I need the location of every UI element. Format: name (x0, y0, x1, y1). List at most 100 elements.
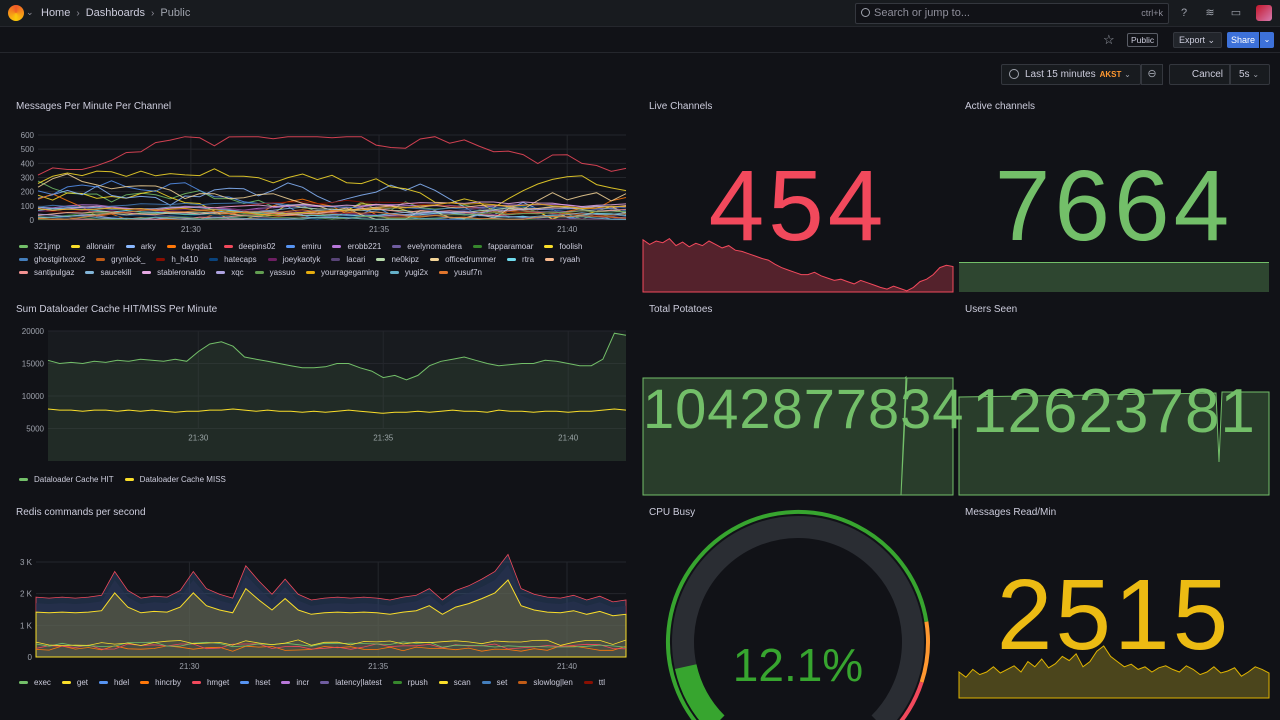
redis-timeseries-chart[interactable]: 3 K 2 K 1 K 0 21:30 21:35 21:40 (16, 538, 628, 688)
export-button[interactable]: Export ⌄ (1173, 32, 1222, 48)
legend-item[interactable]: yusuf7n (438, 268, 482, 277)
gauge-threshold-red (899, 681, 924, 720)
legend-item[interactable]: hincrby (140, 678, 181, 687)
legend-swatch (430, 258, 440, 261)
chevron-right-icon: › (76, 7, 80, 19)
legend-item[interactable]: deepins02 (223, 242, 275, 251)
chevron-down-icon[interactable]: ⌄ (26, 7, 34, 17)
legend-item[interactable]: h_h410 (156, 255, 198, 264)
messages-timeseries-chart[interactable]: 600 500 400 300 200 100 0 21:30 21:35 21:40 (16, 129, 628, 279)
legend-item[interactable]: santipulgaz (19, 268, 74, 277)
refresh-interval-picker[interactable]: 5s ⌄ (1230, 64, 1270, 85)
legend-item[interactable]: emiru (286, 242, 321, 251)
legend-item[interactable]: ne0kipz (376, 255, 419, 264)
legend-item[interactable]: ttl (583, 678, 605, 687)
panel-title[interactable]: Sum Dataloader Cache HIT/MISS Per Minute (16, 304, 218, 315)
legend-label: erobb221 (347, 242, 382, 251)
legend-item[interactable]: exec (19, 678, 51, 687)
panel-messages: Messages Per Minute Per Channel 600 500 40… (16, 94, 628, 290)
legend-item[interactable]: lacari (331, 255, 365, 264)
legend-item[interactable]: stableronaldo (142, 268, 205, 277)
legend-item[interactable]: 321jmp (19, 242, 60, 251)
legend-item[interactable]: set (481, 678, 507, 687)
series-line (35, 639, 627, 647)
panel-title[interactable]: Users Seen (965, 304, 1018, 315)
legend-label: get (76, 678, 89, 687)
legend-swatch (331, 258, 341, 261)
legend-item[interactable]: Dataloader Cache HIT (19, 475, 114, 484)
share-button[interactable]: Share (1227, 32, 1259, 48)
legend-item[interactable]: erobb221 (332, 242, 381, 251)
panel-title[interactable]: CPU Busy (649, 507, 696, 518)
panel-title[interactable]: Redis commands per second (16, 507, 146, 518)
breadcrumb-dashboards[interactable]: Dashboards (85, 7, 146, 19)
legend-item[interactable]: joeykaotyk (267, 255, 320, 264)
panel-title[interactable]: Total Potatoes (649, 304, 713, 315)
breadcrumb-home[interactable]: Home (41, 7, 71, 19)
legend-item[interactable]: foolish (544, 242, 582, 251)
chevron-right-icon: › (151, 7, 155, 19)
legend-item[interactable]: evelynomadera (392, 242, 462, 251)
legend-item[interactable]: ghostgirlxoxx2 (19, 255, 85, 264)
legend-item[interactable]: allonairr (71, 242, 115, 251)
legend-swatch (156, 258, 166, 261)
legend-item[interactable]: scan (438, 678, 471, 687)
rss-news-icon[interactable]: ≋ (1205, 7, 1215, 19)
avatar[interactable] (1256, 5, 1272, 21)
legend-item[interactable]: hmget (191, 678, 229, 687)
panel-title[interactable]: Live Channels (649, 101, 713, 112)
legend-item[interactable]: fapparamoar (473, 242, 533, 251)
legend-label: stableronaldo (157, 268, 206, 277)
y-tick-label: 0 (28, 653, 33, 662)
legend-swatch (583, 681, 593, 684)
series-area (48, 333, 626, 461)
legend-item[interactable]: saucekill (85, 268, 131, 277)
legend-item[interactable]: dayqda1 (166, 242, 213, 251)
legend-item[interactable]: Dataloader Cache MISS (124, 475, 226, 484)
refresh-interval-label: 5s (1239, 69, 1250, 80)
star-icon[interactable]: ☆ (1103, 32, 1115, 47)
legend-item[interactable]: xqc (216, 268, 244, 277)
legend-item[interactable]: rpush (392, 678, 428, 687)
panel-messages-read: Messages Read/Min 2515 (958, 500, 1270, 700)
legend-item[interactable]: yassuo (254, 268, 295, 277)
dataloader-timeseries-chart[interactable]: 20000 15000 10000 5000 21:30 21:35 21:40 (16, 325, 628, 475)
cancel-button[interactable]: Cancel (1169, 64, 1230, 85)
share-dropdown-button[interactable]: ⌄ (1260, 32, 1274, 48)
search-input[interactable]: Search or jump to... ctrl+k (855, 3, 1169, 24)
panel-title[interactable]: Messages Read/Min (965, 507, 1057, 518)
panel-title[interactable]: Messages Per Minute Per Channel (16, 101, 172, 112)
search-icon (861, 8, 870, 17)
legend-item[interactable]: latency|latest (320, 678, 382, 687)
legend-item[interactable]: hatecaps (209, 255, 257, 264)
legend-item[interactable]: incr (281, 678, 309, 687)
legend-swatch (389, 271, 399, 274)
legend-item[interactable]: yourragegaming (306, 268, 379, 277)
legend-swatch (19, 245, 28, 248)
legend-item[interactable]: get (61, 678, 89, 687)
legend-swatch (332, 245, 342, 248)
legend-item[interactable]: hdel (99, 678, 129, 687)
legend-item[interactable]: yugi2x (389, 268, 428, 277)
legend-item[interactable]: grynlock_ (96, 255, 145, 264)
sparkline-area (959, 262, 1269, 292)
potatoes-sparkline (642, 375, 954, 496)
help-icon[interactable]: ? (1180, 7, 1188, 19)
legend-item[interactable]: hset (240, 678, 270, 687)
zoom-out-button[interactable]: ⊖ (1141, 64, 1163, 85)
series-line (37, 136, 627, 176)
series-area (36, 564, 626, 657)
legend-item[interactable]: officedrummer (430, 255, 496, 264)
grafana-logo-icon[interactable] (8, 5, 24, 21)
kiosk-mode-icon[interactable]: ▭ (1230, 7, 1242, 19)
legend-item[interactable]: rtra (507, 255, 534, 264)
legend-item[interactable]: ryaah (545, 255, 580, 264)
legend-item[interactable]: arky (125, 242, 156, 251)
panel-active-channels: Active channels 7664 (959, 94, 1269, 294)
legend-item[interactable]: slowlog|len (518, 678, 573, 687)
legend-label: hatecaps (224, 255, 257, 264)
time-range-picker[interactable]: Last 15 minutes AKST ⌄ (1001, 64, 1141, 85)
legend-label: Dataloader Cache MISS (139, 475, 226, 484)
panel-title[interactable]: Active channels (965, 101, 1036, 112)
legend-label: hincrby (155, 678, 181, 687)
